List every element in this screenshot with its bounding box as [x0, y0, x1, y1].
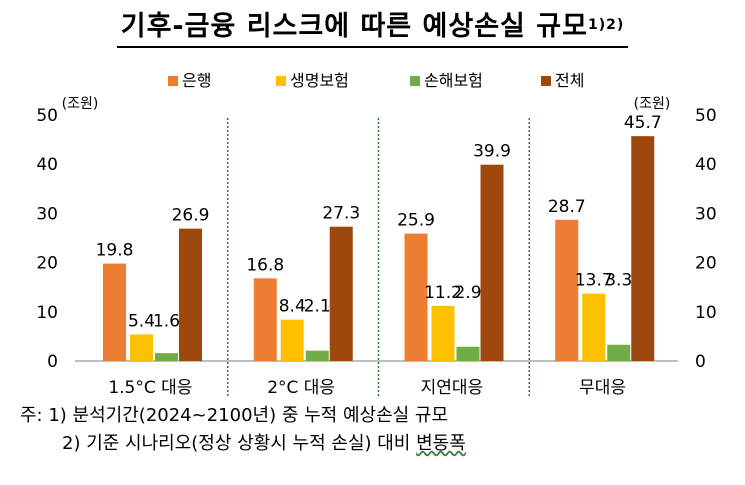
legend-label: 은행	[182, 71, 211, 90]
y-tick-label-right: 30	[695, 204, 717, 224]
legend-swatch	[541, 76, 551, 86]
bar-bank	[555, 219, 579, 361]
chart-title-wrap: 기후-금융 리스크에 따른 예상손실 규모1)2)	[0, 10, 745, 48]
y-tick-label-right: 10	[695, 303, 717, 323]
data-label: 8.4	[279, 297, 306, 317]
legend-swatch	[410, 76, 420, 86]
bar-bank	[404, 233, 428, 361]
legend-label: 전체	[555, 71, 584, 90]
y-tick-label-left: 40	[36, 155, 58, 175]
data-label: 45.7	[624, 113, 662, 133]
y-tick-label-right: 0	[695, 352, 706, 372]
bar-total	[631, 136, 655, 361]
legend-swatch	[168, 76, 178, 86]
y-tick-label-left: 0	[47, 352, 58, 372]
data-label: 2.9	[454, 283, 481, 303]
bar-nonlife	[607, 344, 631, 361]
data-label: 11.2	[424, 283, 462, 303]
bar-bank	[253, 278, 277, 361]
y-axis-unit-right: (조원)	[634, 96, 671, 112]
footnote-2: 2) 기준 시나리오(정상 상황시 누적 손실) 대비 변동폭	[20, 430, 466, 458]
bar-life	[130, 334, 153, 361]
bar-nonlife	[155, 353, 178, 361]
footnote-prefix: 주:	[20, 405, 43, 426]
x-tick-label: 지연대응	[421, 378, 484, 398]
data-label: 16.8	[246, 255, 284, 275]
x-tick-label: 2°C 대응	[267, 378, 335, 398]
data-label: 3.3	[605, 271, 632, 291]
footnotes: 주: 1) 분석기간(2024~2100년) 중 누적 예상손실 규모 2) 기…	[20, 402, 466, 458]
data-label: 2.1	[304, 297, 331, 317]
bar-total	[480, 164, 504, 361]
chart-title: 기후-금융 리스크에 따른 예상손실 규모1)2)	[116, 10, 629, 48]
y-tick-label-left: 20	[36, 254, 58, 274]
legend-label: 손해보험	[424, 71, 483, 90]
data-label: 39.9	[473, 142, 511, 162]
title-footnote-marker: 1)2)	[587, 17, 625, 33]
bar-life	[280, 319, 304, 361]
y-tick-label-right: 40	[695, 155, 717, 175]
bar-total	[179, 228, 202, 361]
data-label: 5.4	[128, 311, 155, 331]
legend-label: 생명보험	[290, 71, 349, 90]
x-tick-label: 무대응	[579, 378, 626, 398]
data-label: 27.3	[322, 204, 360, 224]
chart-canvas: 은행 생명보험 손해보험 전체 (조원) (조원) 0 0 10 10 20 20 30 30 40 40 50…	[36, 71, 717, 398]
y-tick-label-left: 10	[36, 303, 58, 323]
data-label: 26.9	[172, 206, 210, 226]
footnote-1-text: 1) 분석기간(2024~2100년) 중 누적 예상손실 규모	[48, 405, 449, 426]
footnote-2-emphasis: 변동폭	[416, 433, 466, 454]
y-axis-unit-left: (조원)	[62, 96, 99, 112]
data-label: 28.7	[548, 197, 586, 217]
bar-nonlife	[456, 346, 480, 361]
x-tick-label: 1.5°C 대응	[108, 378, 192, 398]
bar-life	[431, 305, 455, 361]
data-label: 19.8	[96, 241, 134, 261]
y-tick-label-right: 50	[695, 106, 717, 126]
bar-nonlife	[305, 350, 329, 361]
bar-life	[582, 293, 606, 361]
y-tick-label-right: 20	[695, 254, 717, 274]
bar-total	[329, 226, 353, 361]
footnote-1: 주: 1) 분석기간(2024~2100년) 중 누적 예상손실 규모	[20, 402, 466, 430]
bar-bank	[103, 263, 126, 361]
data-label: 13.7	[575, 271, 613, 291]
legend-swatch	[276, 76, 286, 86]
y-tick-label-left: 50	[36, 106, 58, 126]
footnote-2-text: 2) 기준 시나리오(정상 상황시 누적 손실) 대비	[62, 433, 417, 454]
y-tick-label-left: 30	[36, 204, 58, 224]
data-label: 25.9	[397, 211, 435, 231]
data-label: 1.6	[153, 311, 180, 331]
